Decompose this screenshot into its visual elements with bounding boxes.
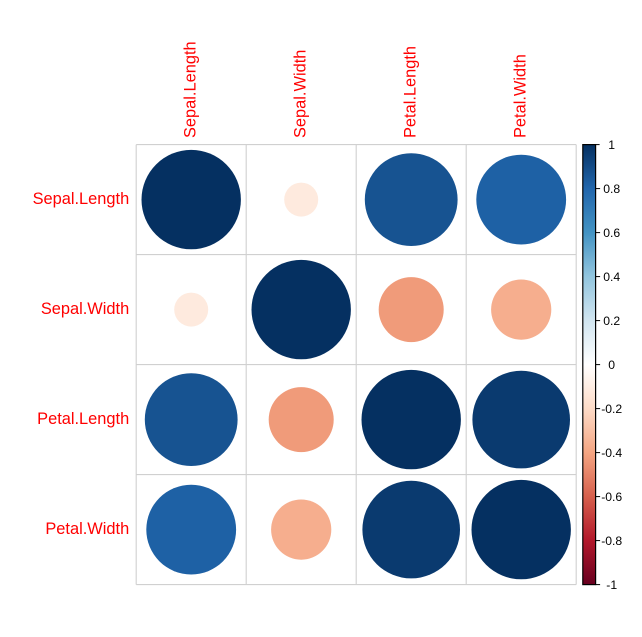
svg-text:-0.4: -0.4 — [601, 446, 622, 460]
svg-text:1: 1 — [608, 138, 615, 152]
svg-text:Sepal.Width: Sepal.Width — [291, 50, 309, 138]
svg-text:-0.2: -0.2 — [601, 402, 622, 416]
svg-text:0.4: 0.4 — [603, 270, 620, 284]
svg-text:-1: -1 — [606, 578, 617, 592]
svg-text:Sepal.Length: Sepal.Length — [33, 190, 130, 208]
svg-text:Sepal.Length: Sepal.Length — [181, 41, 199, 138]
svg-text:-0.8: -0.8 — [601, 534, 622, 548]
svg-text:Petal.Width: Petal.Width — [511, 54, 529, 138]
svg-text:Petal.Width: Petal.Width — [45, 520, 129, 538]
svg-text:0: 0 — [608, 358, 615, 372]
svg-text:Sepal.Width: Sepal.Width — [41, 300, 129, 318]
svg-text:Petal.Length: Petal.Length — [37, 410, 129, 428]
svg-text:0.8: 0.8 — [603, 182, 620, 196]
svg-text:Petal.Length: Petal.Length — [401, 46, 419, 138]
svg-text:-0.6: -0.6 — [601, 490, 622, 504]
svg-text:0.6: 0.6 — [603, 226, 620, 240]
svg-text:0.2: 0.2 — [603, 314, 620, 328]
